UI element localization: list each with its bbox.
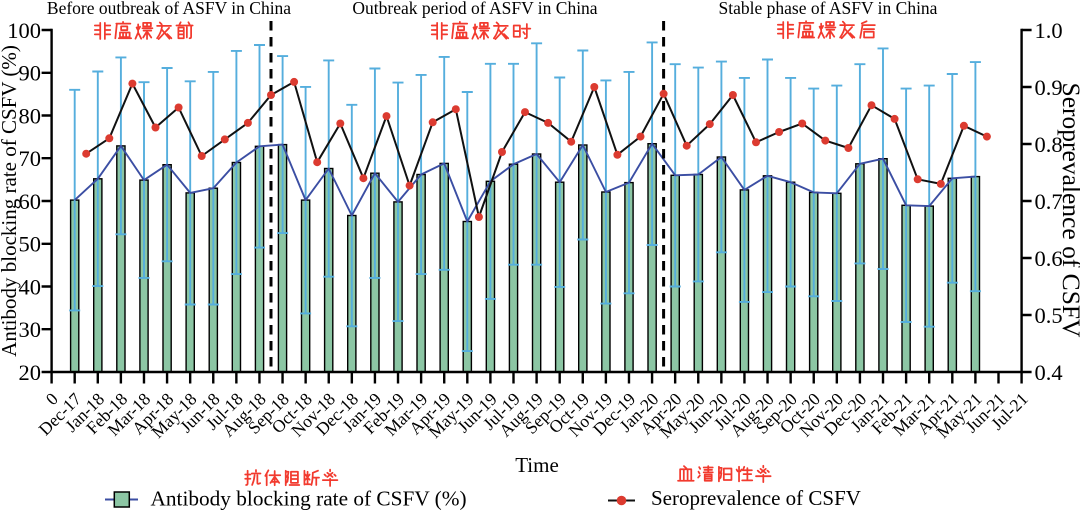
svg-text:Antibody blocking rate of CSFV: Antibody blocking rate of CSFV (%) — [0, 45, 21, 357]
svg-text:0.8: 0.8 — [1035, 132, 1063, 157]
svg-text:50: 50 — [19, 232, 42, 257]
svg-text:40: 40 — [19, 274, 42, 299]
svg-text:Seroprevalence of CSFV: Seroprevalence of CSFV — [1057, 83, 1080, 339]
svg-text:80: 80 — [19, 103, 42, 128]
svg-text:70: 70 — [19, 146, 42, 171]
svg-text:Stable phase of ASFV in China: Stable phase of ASFV in China — [719, 0, 938, 18]
svg-text:Outbreak period of ASFV in Chi: Outbreak period of ASFV in China — [352, 0, 597, 18]
svg-text:0.4: 0.4 — [1035, 360, 1063, 385]
svg-text:Before outbreak of ASFV in Chi: Before outbreak of ASFV in China — [47, 0, 291, 18]
svg-text:0.9: 0.9 — [1035, 75, 1063, 100]
svg-text:0.7: 0.7 — [1035, 189, 1063, 214]
svg-text:Antibody blocking rate of CSFV: Antibody blocking rate of CSFV (%) — [151, 487, 467, 511]
svg-text:20: 20 — [19, 360, 42, 385]
svg-text:1.0: 1.0 — [1035, 18, 1063, 43]
svg-text:90: 90 — [19, 61, 42, 86]
svg-text:Time: Time — [515, 453, 559, 477]
svg-text:0.6: 0.6 — [1035, 246, 1063, 271]
svg-text:30: 30 — [19, 317, 42, 342]
svg-text:100: 100 — [7, 18, 41, 43]
svg-text:60: 60 — [19, 189, 42, 214]
svg-text:0.5: 0.5 — [1035, 303, 1063, 328]
svg-text:Seroprevalence of CSFV: Seroprevalence of CSFV — [651, 486, 861, 510]
